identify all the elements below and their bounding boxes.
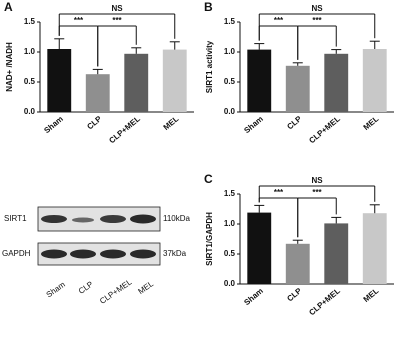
y-tick-label: 0.5	[224, 249, 236, 258]
x-tick-label: CLP+MEL	[307, 286, 342, 317]
bar	[247, 49, 272, 112]
lane-label: MEL	[136, 279, 155, 296]
x-tick-label: MEL	[362, 286, 381, 304]
x-tick-label: MEL	[362, 114, 381, 132]
band	[130, 214, 156, 224]
panel-letter: A	[4, 0, 13, 14]
x-tick-label: CLP	[85, 114, 104, 132]
bar	[85, 74, 110, 112]
y-tick-label: 1.0	[24, 47, 36, 56]
significance-label: ***	[312, 188, 322, 197]
band	[41, 249, 67, 259]
x-tick-label: MEL	[162, 114, 181, 132]
band	[41, 215, 67, 223]
bar	[362, 213, 387, 284]
panel-letter: B	[204, 0, 213, 14]
significance-label: ***	[274, 16, 284, 25]
y-axis-label: SIRT1 activity	[205, 40, 214, 93]
bar	[285, 243, 310, 284]
band	[130, 249, 156, 259]
significance-label: NS	[311, 4, 323, 13]
significance-label: ***	[112, 16, 122, 25]
lane-label: CLP+MEL	[98, 277, 134, 306]
band	[100, 249, 126, 259]
blot-box	[37, 242, 161, 266]
size-label: 110kDa	[163, 214, 191, 223]
significance-label: ***	[74, 16, 84, 25]
panel-letter: C	[204, 172, 213, 186]
band	[72, 217, 94, 223]
band	[100, 215, 126, 223]
western-blot: SIRT1 GAPDH 110kDa 37kDa Sham CLP CLP+ME…	[2, 206, 191, 306]
y-tick-label: 1.5	[24, 17, 36, 26]
x-tick-label: CLP	[285, 114, 304, 132]
bar	[362, 49, 387, 112]
bar	[247, 212, 272, 284]
y-axis-label: NAD+ /NADH	[5, 42, 14, 92]
x-tick-label: CLP+MEL	[107, 114, 142, 145]
y-tick-label: 0.0	[224, 279, 236, 288]
y-tick-label: 0.5	[224, 77, 236, 86]
x-tick-label: Sham	[42, 114, 64, 135]
bar	[124, 53, 149, 112]
size-label: 37kDa	[163, 249, 187, 258]
significance-label: NS	[111, 4, 123, 13]
y-axis-label: SIRT1/GAPDH	[205, 212, 214, 266]
x-tick-label: Sham	[242, 114, 264, 135]
protein-label: SIRT1	[4, 214, 27, 223]
y-tick-label: 0.0	[224, 107, 236, 116]
y-tick-label: 0.5	[24, 77, 36, 86]
lane-label: CLP	[77, 280, 95, 296]
band	[70, 249, 96, 259]
lane-label: Sham	[45, 280, 68, 300]
protein-label: GAPDH	[2, 249, 31, 258]
y-tick-label: 1.5	[224, 17, 236, 26]
y-tick-label: 1.0	[224, 219, 236, 228]
bar	[162, 49, 187, 112]
bar	[285, 65, 310, 112]
significance-label: NS	[311, 176, 323, 185]
x-tick-label: CLP	[285, 286, 304, 304]
bar	[324, 223, 349, 284]
x-tick-label: Sham	[242, 286, 264, 307]
y-tick-label: 1.5	[224, 189, 236, 198]
y-tick-label: 0.0	[24, 107, 36, 116]
bar	[47, 49, 72, 112]
y-tick-label: 1.0	[224, 47, 236, 56]
significance-label: ***	[274, 188, 284, 197]
significance-label: ***	[312, 16, 322, 25]
bar	[324, 53, 349, 112]
x-tick-label: CLP+MEL	[307, 114, 342, 145]
